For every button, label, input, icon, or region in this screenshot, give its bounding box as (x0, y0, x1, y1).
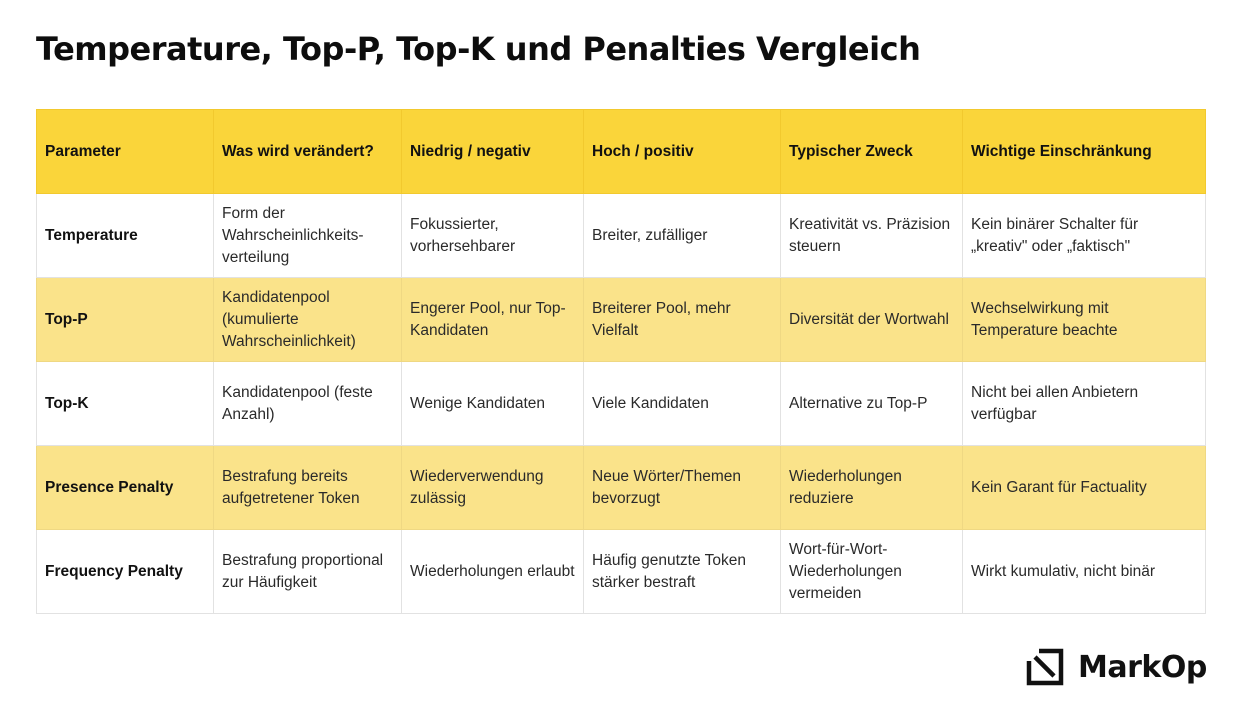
cell-low: Wiederverwendung zulässig (401, 445, 584, 530)
cell-changed: Kandidatenpool (kumulierte Wahrscheinlic… (213, 277, 402, 362)
cell-low: Engerer Pool, nur Top-Kandidaten (401, 277, 584, 362)
cell-low: Wiederholungen erlaubt (401, 529, 584, 614)
cell-parameter: Top-K (36, 361, 214, 446)
cell-low: Fokussierter, vorhersehbarer (401, 193, 584, 278)
cell-parameter: Frequency Penalty (36, 529, 214, 614)
table-row: Top-P Kandidatenpool (kumulierte Wahrsch… (36, 277, 1206, 362)
cell-purpose: Wiederholungen reduziere (780, 445, 963, 530)
cell-changed: Form der Wahrscheinlichkeits-verteilung (213, 193, 402, 278)
page-title: Temperature, Top-P, Top-K und Penalties … (36, 30, 921, 68)
table-header-row: Parameter Was wird verändert? Niedrig / … (36, 109, 1206, 194)
cell-high: Viele Kandidaten (583, 361, 781, 446)
markop-logo: MarkOp (1026, 646, 1207, 688)
cell-limitation: Kein binärer Schalter für „kreativ" oder… (962, 193, 1206, 278)
header-purpose: Typischer Zweck (780, 109, 963, 194)
cell-high: Neue Wörter/Themen bevorzugt (583, 445, 781, 530)
header-low: Niedrig / negativ (401, 109, 584, 194)
cell-low: Wenige Kandidaten (401, 361, 584, 446)
cell-high: Häufig genutzte Token stärker bestraft (583, 529, 781, 614)
cell-limitation: Wirkt kumulativ, nicht binär (962, 529, 1206, 614)
cell-parameter: Temperature (36, 193, 214, 278)
cell-limitation: Nicht bei allen Anbietern verfügbar (962, 361, 1206, 446)
cell-high: Breiterer Pool, mehr Vielfalt (583, 277, 781, 362)
cell-parameter: Top-P (36, 277, 214, 362)
header-parameter: Parameter (36, 109, 214, 194)
header-high: Hoch / positiv (583, 109, 781, 194)
cell-changed: Bestrafung bereits aufgetretener Token (213, 445, 402, 530)
cell-high: Breiter, zufälliger (583, 193, 781, 278)
cell-purpose: Diversität der Wortwahl (780, 277, 963, 362)
table-row: Temperature Form der Wahrscheinlichkeits… (36, 193, 1206, 278)
cell-purpose: Alternative zu Top-P (780, 361, 963, 446)
header-limitation: Wichtige Einschränkung (962, 109, 1206, 194)
cell-changed: Bestrafung proportional zur Häufigkeit (213, 529, 402, 614)
header-changed: Was wird verändert? (213, 109, 402, 194)
table-row: Presence Penalty Bestrafung bereits aufg… (36, 445, 1206, 530)
cell-purpose: Kreativität vs. Präzision steuern (780, 193, 963, 278)
cell-changed: Kandidatenpool (feste Anzahl) (213, 361, 402, 446)
cell-limitation: Kein Garant für Factuality (962, 445, 1206, 530)
cell-purpose: Wort-für-Wort-Wiederholungen vermeiden (780, 529, 963, 614)
logo-text: MarkOp (1078, 649, 1207, 685)
comparison-table: Parameter Was wird verändert? Niedrig / … (36, 109, 1206, 614)
cell-limitation: Wechselwirkung mit Temperature beachte (962, 277, 1206, 362)
markop-logo-icon (1026, 648, 1064, 686)
table-row: Frequency Penalty Bestrafung proportiona… (36, 529, 1206, 614)
cell-parameter: Presence Penalty (36, 445, 214, 530)
table-row: Top-K Kandidatenpool (feste Anzahl) Weni… (36, 361, 1206, 446)
